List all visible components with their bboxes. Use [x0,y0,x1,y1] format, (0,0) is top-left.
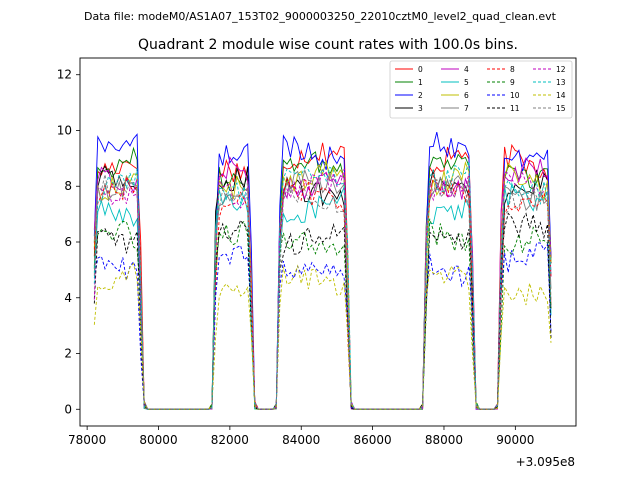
legend-label: 15 [556,104,566,113]
x-offset-label: +3.095e8 [516,455,575,469]
y-tick-label: 6 [64,235,72,249]
legend-label: 7 [464,104,469,113]
legend-label: 10 [510,91,520,100]
x-tick-label: 82000 [211,433,249,447]
y-tick-label: 8 [64,179,72,193]
x-tick-label: 80000 [139,433,177,447]
x-tick-label: 88000 [425,433,463,447]
legend-label: 5 [464,78,469,87]
series-line-15 [93,174,552,410]
y-tick-label: 4 [64,291,72,305]
series-line-5 [93,182,552,410]
legend-label: 3 [418,104,423,113]
legend-label: 8 [510,65,515,74]
legend-box [389,60,573,119]
series-line-0 [93,142,552,410]
legend-label: 12 [556,65,566,74]
data-file-header: Data file: modeM0/AS1A07_153T02_90000032… [84,10,557,23]
legend-label: 2 [418,91,423,100]
legend-label: 1 [418,78,423,87]
x-tick-label: 84000 [282,433,320,447]
y-tick-label: 12 [57,68,72,82]
legend-label: 0 [418,65,423,74]
series-line-10 [93,242,552,410]
y-tick-label: 10 [57,123,72,137]
y-tick-label: 2 [64,347,72,361]
x-tick-label: 90000 [496,433,534,447]
chart-title: Quadrant 2 module wise count rates with … [138,37,518,53]
series-line-11 [93,212,552,410]
series-line-6 [93,160,552,410]
series-line-1 [93,146,552,410]
series-line-13 [93,161,552,410]
y-axis: 0 2 4 6 8 10 12 [57,68,80,416]
legend-label: 6 [464,91,469,100]
series-line-8 [93,174,552,410]
series-line-3 [93,165,552,410]
legend-label: 11 [510,104,520,113]
x-tick-label: 78000 [68,433,106,447]
plot-area [93,131,552,410]
legend-label: 4 [464,65,469,74]
series-line-9 [93,218,552,410]
legend-label: 9 [510,78,515,87]
legend-label: 13 [556,78,566,87]
series-line-4 [93,156,552,410]
y-tick-label: 0 [64,402,72,416]
series-line-14 [93,262,552,410]
x-tick-label: 86000 [354,433,392,447]
legend-label: 14 [556,91,566,100]
x-axis: 78000 80000 82000 84000 86000 88000 90000 [68,426,534,447]
